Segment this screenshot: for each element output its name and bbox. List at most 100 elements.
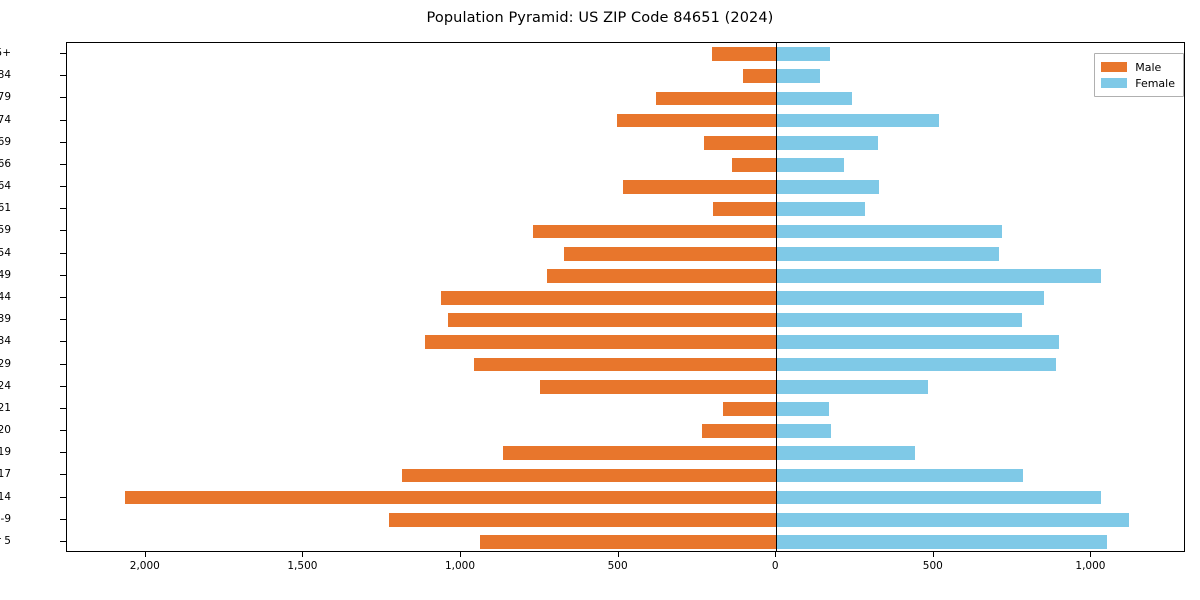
bar-female[interactable] xyxy=(776,401,830,416)
pyramid-row xyxy=(67,535,1184,549)
x-axis-tick xyxy=(1090,552,1092,557)
bar-female[interactable] xyxy=(776,490,1101,505)
y-axis-tick xyxy=(60,97,66,99)
bar-male[interactable] xyxy=(743,69,777,84)
x-axis-tick xyxy=(144,552,146,557)
bar-female[interactable] xyxy=(776,246,1000,261)
y-axis-tick-label: 25-29 xyxy=(0,357,11,370)
bar-male[interactable] xyxy=(532,224,777,239)
pyramid-row xyxy=(67,401,1184,416)
bar-male[interactable] xyxy=(704,135,777,150)
y-axis-tick xyxy=(60,518,66,520)
bar-male[interactable] xyxy=(440,291,777,305)
pyramid-row xyxy=(67,313,1184,328)
y-axis-tick-label: 62-64 xyxy=(0,180,11,193)
bar-male[interactable] xyxy=(124,490,777,505)
bar-female[interactable] xyxy=(776,158,844,172)
y-axis-tick-label: 5-9 xyxy=(0,512,11,525)
bar-male[interactable] xyxy=(617,113,777,128)
x-axis-tick-label: 1,500 xyxy=(287,560,318,572)
y-axis-tick-label: 70-74 xyxy=(0,113,11,126)
bar-female[interactable] xyxy=(776,468,1024,483)
bar-female[interactable] xyxy=(776,291,1044,305)
bar-male[interactable] xyxy=(502,446,777,461)
bar-male[interactable] xyxy=(389,512,777,527)
bar-female[interactable] xyxy=(776,357,1057,372)
y-axis-tick xyxy=(60,274,66,276)
bar-female[interactable] xyxy=(776,313,1023,328)
y-axis-tick xyxy=(60,341,66,343)
y-axis-tick xyxy=(60,208,66,210)
y-axis-tick-label: 75-79 xyxy=(0,91,11,104)
legend-label-female: Female xyxy=(1135,76,1175,90)
y-axis-tick-label: 40-44 xyxy=(0,291,11,303)
bar-male[interactable] xyxy=(402,468,777,483)
chart-title: Population Pyramid: US ZIP Code 84651 (2… xyxy=(426,10,774,26)
bar-female[interactable] xyxy=(776,47,831,61)
y-axis-tick xyxy=(60,186,66,188)
y-axis-tick xyxy=(60,141,66,143)
bar-male[interactable] xyxy=(722,401,777,416)
pyramid-row xyxy=(67,512,1184,527)
bar-female[interactable] xyxy=(776,135,878,150)
bar-female[interactable] xyxy=(776,91,852,106)
pyramid-row xyxy=(67,113,1184,128)
x-axis-tick-label: 500 xyxy=(607,560,628,572)
y-axis-tick xyxy=(60,230,66,232)
x-axis-tick-label: 500 xyxy=(922,560,943,572)
pyramid-row xyxy=(67,91,1184,106)
y-axis-tick xyxy=(60,119,66,121)
bar-female[interactable] xyxy=(776,424,832,438)
bar-male[interactable] xyxy=(539,379,777,394)
y-axis-tick xyxy=(60,452,66,454)
y-axis-tick xyxy=(60,496,66,498)
bar-female[interactable] xyxy=(776,113,939,128)
y-axis-tick-label: 10-14 xyxy=(0,490,11,503)
legend-item-male[interactable]: Male xyxy=(1101,59,1175,75)
y-axis-tick-label: 67-69 xyxy=(0,135,11,148)
bar-male[interactable] xyxy=(546,268,777,283)
bar-female[interactable] xyxy=(776,535,1108,549)
bar-male[interactable] xyxy=(711,47,777,61)
pyramid-row xyxy=(67,379,1184,394)
pyramid-row xyxy=(67,490,1184,505)
bar-female[interactable] xyxy=(776,224,1002,239)
y-axis-tick xyxy=(60,297,66,298)
y-axis-tick xyxy=(60,319,66,321)
y-axis-tick xyxy=(60,474,66,476)
legend-swatch-male xyxy=(1101,62,1128,72)
bar-female[interactable] xyxy=(776,202,866,217)
bar-male[interactable] xyxy=(713,202,777,217)
y-axis-tick xyxy=(60,163,66,165)
bar-male[interactable] xyxy=(656,91,777,106)
pyramid-row xyxy=(67,468,1184,483)
bar-male[interactable] xyxy=(447,313,777,328)
bar-female[interactable] xyxy=(776,180,879,194)
legend-item-female[interactable]: Female xyxy=(1101,75,1175,91)
bar-female[interactable] xyxy=(776,379,928,394)
pyramid-row xyxy=(67,158,1184,172)
y-axis-tick-label: 30-34 xyxy=(0,335,11,348)
y-axis-tick xyxy=(60,75,66,77)
y-axis-tick-label: 45-49 xyxy=(0,268,11,281)
bar-male[interactable] xyxy=(425,335,777,350)
bar-female[interactable] xyxy=(776,69,821,84)
bar-female[interactable] xyxy=(776,268,1101,283)
bar-female[interactable] xyxy=(776,446,915,461)
bar-male[interactable] xyxy=(622,180,777,194)
bar-male[interactable] xyxy=(702,424,777,438)
pyramid-row xyxy=(67,291,1184,305)
y-axis-tick xyxy=(60,363,66,365)
bar-female[interactable] xyxy=(776,335,1060,350)
y-axis-tick-label: 18-19 xyxy=(0,446,11,459)
bar-female[interactable] xyxy=(776,512,1130,527)
pyramid-row xyxy=(67,446,1184,461)
pyramid-row xyxy=(67,424,1184,438)
y-axis-tick-label: 20 xyxy=(0,424,11,437)
bar-male[interactable] xyxy=(732,158,777,172)
bar-male[interactable] xyxy=(479,535,777,549)
bar-male[interactable] xyxy=(564,246,777,261)
bar-male[interactable] xyxy=(473,357,777,372)
x-axis-tick-label: 1,000 xyxy=(1075,560,1106,572)
